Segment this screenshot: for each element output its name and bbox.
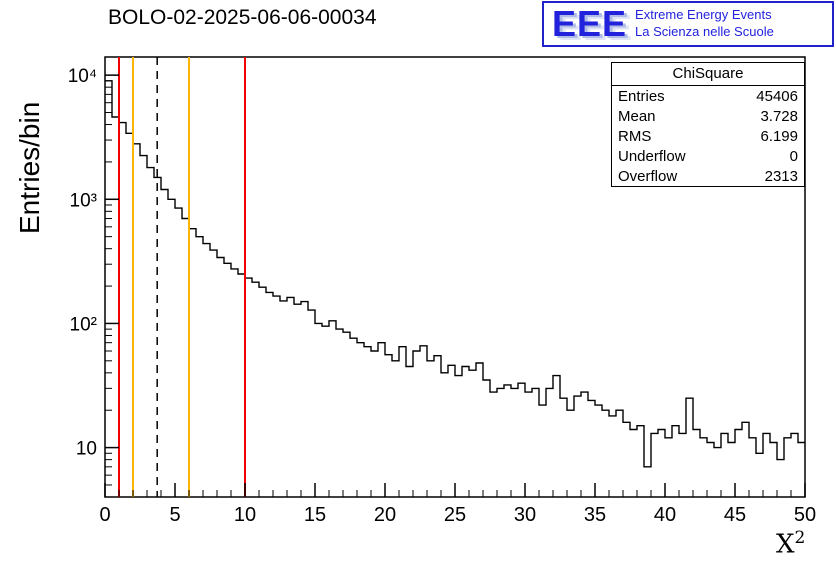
- y-tick-label: 10²: [70, 314, 97, 335]
- stats-label: Mean: [618, 108, 656, 125]
- y-axis-title: Entries/bin: [14, 101, 45, 234]
- x-tick-label: 45: [724, 504, 746, 526]
- y-tick-label: 10: [76, 439, 97, 460]
- stats-label: Entries: [618, 88, 665, 105]
- eee-logo-text: Extreme Energy Events La Scienza nelle S…: [635, 7, 774, 41]
- x-tick-label: 20: [374, 504, 396, 526]
- stats-row-mean: Mean 3.728: [612, 106, 804, 126]
- y-tick-label: 10⁴: [68, 66, 97, 87]
- eee-logo: EEE Extreme Energy Events La Scienza nel…: [542, 1, 834, 47]
- stats-row-overflow: Overflow 2313: [612, 166, 804, 186]
- stats-row-underflow: Underflow 0: [612, 146, 804, 166]
- stats-label: Underflow: [618, 148, 686, 165]
- histogram-line: [105, 80, 805, 468]
- x-tick-label: 40: [654, 504, 676, 526]
- stats-row-entries: Entries 45406: [612, 86, 804, 106]
- y-tick-label: 10³: [70, 190, 97, 211]
- eee-logo-line2: La Scienza nelle Scuole: [635, 24, 774, 39]
- plot-title: BOLO-02-2025-06-06-00034: [108, 6, 377, 29]
- x-tick-label: 50: [794, 504, 816, 526]
- x-tick-label: 30: [514, 504, 536, 526]
- x-axis-title-sup: 2: [794, 528, 806, 548]
- x-axis-title-text: X: [776, 529, 795, 560]
- x-tick-label: 5: [169, 504, 180, 526]
- stats-title: ChiSquare: [612, 63, 804, 86]
- eee-logo-line1: Extreme Energy Events: [635, 7, 772, 23]
- x-axis-title: X2: [776, 528, 805, 560]
- stats-label: RMS: [618, 128, 652, 145]
- stats-value: 3.728: [760, 108, 798, 125]
- x-tick-label: 0: [99, 504, 110, 526]
- eee-logo-acronym: EEE: [552, 3, 628, 44]
- x-tick-label: 10: [234, 504, 256, 526]
- stats-box: ChiSquare Entries 45406 Mean 3.728 RMS 6…: [611, 62, 805, 187]
- stats-value: 2313: [764, 168, 798, 185]
- x-tick-label: 35: [584, 504, 606, 526]
- x-tick-label: 25: [444, 504, 466, 526]
- stats-value: 6.199: [760, 128, 798, 145]
- stats-label: Overflow: [618, 168, 678, 185]
- stats-value: 0: [789, 148, 798, 165]
- stats-row-rms: RMS 6.199: [612, 126, 804, 146]
- x-tick-label: 15: [304, 504, 326, 526]
- stats-value: 45406: [756, 88, 798, 105]
